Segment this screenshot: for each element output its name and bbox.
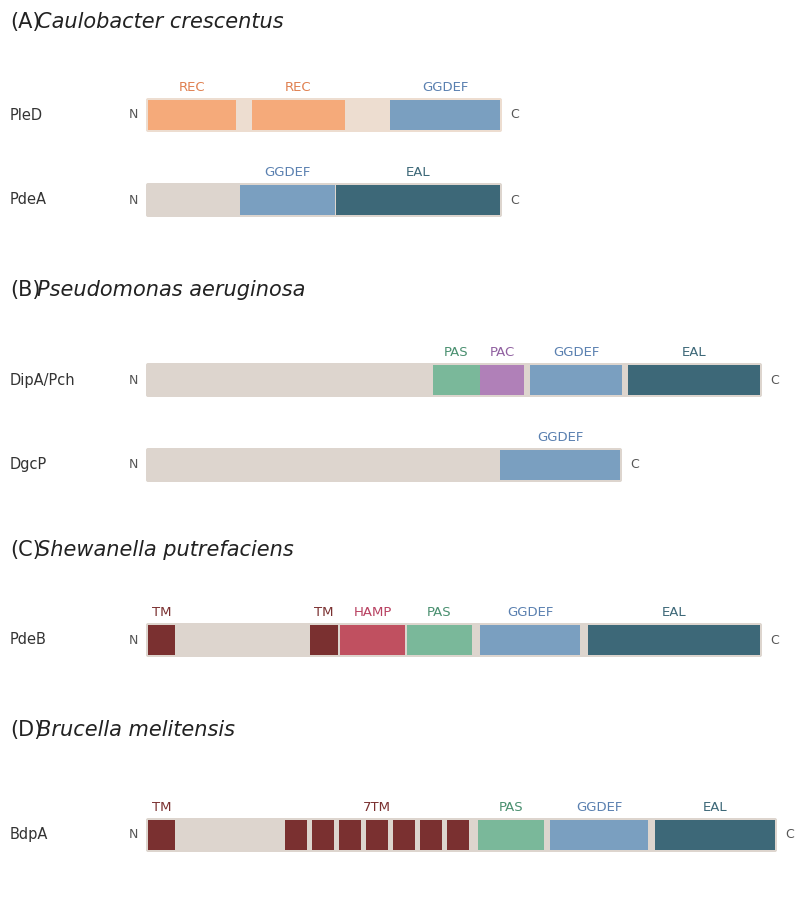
- Text: BdpA: BdpA: [10, 827, 48, 843]
- FancyBboxPatch shape: [146, 448, 622, 482]
- Text: PleD: PleD: [10, 107, 43, 123]
- FancyBboxPatch shape: [146, 98, 502, 132]
- Text: GGDEF: GGDEF: [576, 801, 622, 814]
- Bar: [366, 820, 388, 850]
- Bar: [393, 820, 415, 850]
- Bar: [530, 365, 622, 395]
- Text: N: N: [129, 458, 138, 471]
- Text: GGDEF: GGDEF: [264, 166, 311, 179]
- Bar: [312, 820, 334, 850]
- Text: REC: REC: [285, 81, 312, 94]
- Bar: [478, 820, 544, 850]
- Text: N: N: [129, 109, 138, 122]
- Bar: [336, 185, 500, 215]
- Text: DgcP: DgcP: [10, 458, 47, 472]
- Text: PdeA: PdeA: [10, 192, 47, 208]
- Text: Brucella melitensis: Brucella melitensis: [37, 720, 235, 740]
- Text: Caulobacter crescentus: Caulobacter crescentus: [37, 12, 284, 32]
- Text: Shewanella putrefaciens: Shewanella putrefaciens: [37, 540, 293, 560]
- FancyBboxPatch shape: [146, 818, 777, 852]
- Bar: [433, 365, 480, 395]
- Bar: [480, 625, 580, 655]
- Text: PAC: PAC: [490, 346, 514, 359]
- Text: (A): (A): [10, 12, 41, 32]
- Bar: [148, 625, 175, 655]
- Text: TM: TM: [152, 606, 171, 619]
- Bar: [148, 820, 175, 850]
- Bar: [285, 820, 307, 850]
- Text: EAL: EAL: [661, 606, 686, 619]
- Text: EAL: EAL: [405, 166, 430, 179]
- FancyBboxPatch shape: [146, 363, 762, 397]
- Text: (D): (D): [10, 720, 42, 740]
- Text: HAMP: HAMP: [353, 606, 392, 619]
- Text: C: C: [785, 828, 793, 842]
- Text: N: N: [129, 373, 138, 386]
- Text: TM: TM: [314, 606, 334, 619]
- Text: N: N: [129, 828, 138, 842]
- Bar: [339, 820, 361, 850]
- Text: (B): (B): [10, 280, 41, 300]
- Bar: [420, 820, 442, 850]
- Bar: [655, 820, 775, 850]
- Bar: [252, 100, 345, 130]
- Text: EAL: EAL: [703, 801, 727, 814]
- Text: C: C: [510, 109, 519, 122]
- Text: (C): (C): [10, 540, 41, 560]
- Bar: [447, 820, 469, 850]
- Text: PAS: PAS: [427, 606, 452, 619]
- Text: GGDEF: GGDEF: [553, 346, 599, 359]
- Bar: [480, 365, 524, 395]
- Bar: [550, 820, 648, 850]
- Text: Pseudomonas aeruginosa: Pseudomonas aeruginosa: [37, 280, 305, 300]
- Text: GGDEF: GGDEF: [537, 431, 584, 444]
- FancyBboxPatch shape: [146, 183, 502, 217]
- Bar: [240, 185, 335, 215]
- Text: C: C: [510, 193, 519, 207]
- FancyBboxPatch shape: [146, 623, 762, 657]
- Bar: [340, 625, 405, 655]
- Text: N: N: [129, 193, 138, 207]
- Bar: [407, 625, 472, 655]
- Text: EAL: EAL: [681, 346, 706, 359]
- Bar: [500, 450, 620, 480]
- Text: PAS: PAS: [498, 801, 523, 814]
- Text: GGDEF: GGDEF: [507, 606, 553, 619]
- Text: N: N: [129, 633, 138, 647]
- Text: PdeB: PdeB: [10, 632, 47, 648]
- Bar: [390, 100, 500, 130]
- Bar: [628, 365, 760, 395]
- Text: PAS: PAS: [444, 346, 469, 359]
- Bar: [310, 625, 338, 655]
- Text: C: C: [630, 458, 638, 471]
- Text: DipA/Pch: DipA/Pch: [10, 372, 76, 387]
- Text: C: C: [770, 633, 779, 647]
- Bar: [588, 625, 760, 655]
- Text: REC: REC: [179, 81, 205, 94]
- Text: GGDEF: GGDEF: [422, 81, 468, 94]
- Text: C: C: [770, 373, 779, 386]
- Text: 7TM: 7TM: [363, 801, 391, 814]
- Text: TM: TM: [152, 801, 171, 814]
- Bar: [148, 100, 236, 130]
